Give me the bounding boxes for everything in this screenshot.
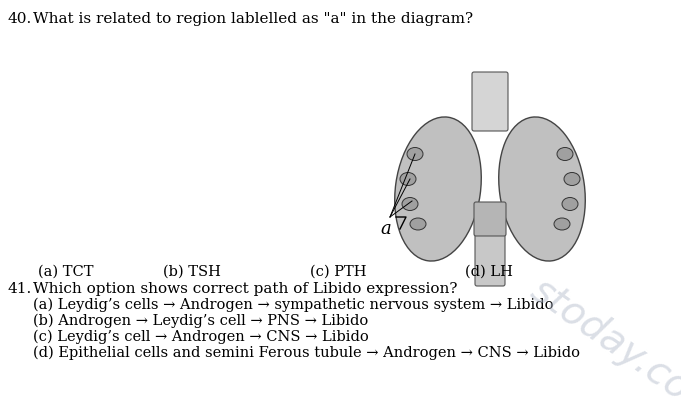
Ellipse shape bbox=[410, 218, 426, 230]
Ellipse shape bbox=[557, 148, 573, 161]
Text: (c) PTH: (c) PTH bbox=[310, 264, 366, 278]
FancyBboxPatch shape bbox=[472, 73, 508, 132]
Ellipse shape bbox=[407, 148, 423, 161]
Text: a: a bbox=[380, 219, 391, 237]
Text: (c) Leydig’s cell → Androgen → CNS → Libido: (c) Leydig’s cell → Androgen → CNS → Lib… bbox=[33, 329, 368, 344]
Text: (b) Androgen → Leydig’s cell → PNS → Libido: (b) Androgen → Leydig’s cell → PNS → Lib… bbox=[33, 313, 368, 328]
Ellipse shape bbox=[498, 118, 585, 261]
FancyBboxPatch shape bbox=[474, 202, 506, 236]
Text: stoday.co: stoday.co bbox=[523, 271, 681, 408]
Text: 40.: 40. bbox=[8, 12, 32, 26]
Ellipse shape bbox=[554, 218, 570, 230]
Text: What is related to region lablelled as "a" in the diagram?: What is related to region lablelled as "… bbox=[33, 12, 473, 26]
Text: (a) Leydig’s cells → Androgen → sympathetic nervous system → Libido: (a) Leydig’s cells → Androgen → sympathe… bbox=[33, 297, 554, 312]
Text: (d) LH: (d) LH bbox=[465, 264, 513, 278]
Ellipse shape bbox=[400, 173, 416, 186]
Text: (a) TCT: (a) TCT bbox=[38, 264, 93, 278]
Ellipse shape bbox=[564, 173, 580, 186]
Text: Which option shows correct path of Libido expression?: Which option shows correct path of Libid… bbox=[33, 281, 458, 295]
Text: 41.: 41. bbox=[8, 281, 32, 295]
Ellipse shape bbox=[402, 198, 418, 211]
Text: (d) Epithelial cells and semini Ferous tubule → Androgen → CNS → Libido: (d) Epithelial cells and semini Ferous t… bbox=[33, 345, 580, 360]
FancyBboxPatch shape bbox=[475, 228, 505, 286]
Ellipse shape bbox=[562, 198, 578, 211]
Ellipse shape bbox=[395, 118, 481, 261]
Text: (b) TSH: (b) TSH bbox=[163, 264, 221, 278]
